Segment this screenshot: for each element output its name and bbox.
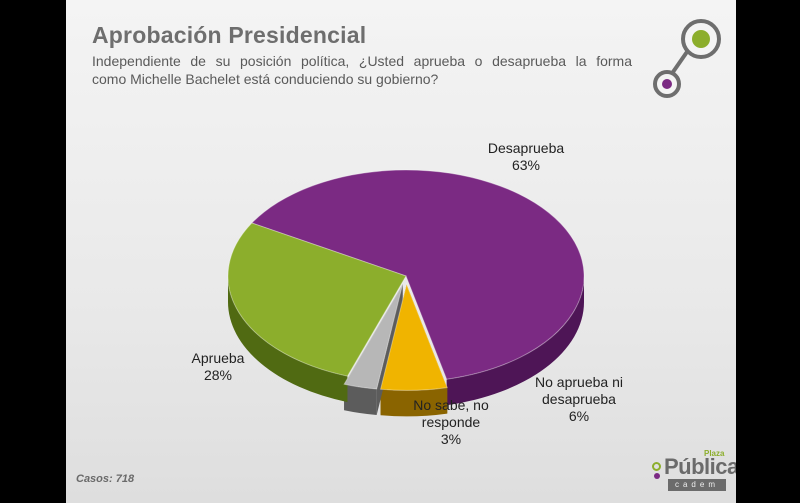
pie-chart <box>227 169 585 417</box>
label-desaprueba-value: 63% <box>511 157 541 173</box>
label-no-aprueba-line1: No aprueba ni <box>535 374 623 390</box>
label-desaprueba: Desaprueba 63% <box>461 140 591 174</box>
pie-side-aprueba <box>228 276 348 403</box>
logo-dot-icon <box>654 473 660 479</box>
label-no-sabe-line2: responde <box>421 414 481 430</box>
pie-side-desaprueba <box>446 276 584 406</box>
label-aprueba-value: 28% <box>203 367 233 383</box>
label-aprueba: Aprueba 28% <box>178 350 258 384</box>
label-no-sabe-line1: No sabe, no <box>413 397 489 413</box>
sample-size-note: Casos: 718 <box>76 473 135 485</box>
label-no-sabe-value: 3% <box>440 431 462 447</box>
label-aprueba-name: Aprueba <box>191 350 245 366</box>
pie-slice-no-sabe-no-responde <box>343 283 404 390</box>
pie-tops <box>227 169 585 391</box>
logo-plaza-text: Plaza <box>704 449 725 458</box>
pie-slice-no-aprueba-ni-desaprueba <box>379 282 448 391</box>
label-desaprueba-name: Desaprueba <box>487 140 565 156</box>
logo-cadem-text: cadem <box>668 479 726 491</box>
subtitle-line-2: como Michelle Bachelet está conduciendo … <box>92 71 439 87</box>
chart-title: Aprobación Presidencial <box>92 22 367 48</box>
label-no-sabe: No sabe, no responde 3% <box>396 397 506 448</box>
logo-ring-icon <box>652 462 661 471</box>
subtitle-line-1: Independiente de su posición política, ¿… <box>92 53 632 69</box>
label-no-aprueba-value: 6% <box>568 408 590 424</box>
label-no-aprueba-line2: desaprueba <box>542 391 616 407</box>
slide: Aprobación Presidencial Independiente de… <box>66 0 736 503</box>
pie-slice-desaprueba <box>250 169 585 380</box>
chart-subtitle: Independiente de su posición política, ¿… <box>92 52 632 88</box>
logo-publica-text: Pública <box>664 454 736 479</box>
label-no-aprueba: No aprueba ni desaprueba 6% <box>514 374 644 425</box>
pie-side-no-aprueba-ni-desaprueba <box>380 387 448 417</box>
logo-circles-icon <box>653 19 721 98</box>
plaza-publica-logo: Plaza Pública cadem <box>652 446 736 496</box>
pie-slice-aprueba <box>227 222 407 377</box>
